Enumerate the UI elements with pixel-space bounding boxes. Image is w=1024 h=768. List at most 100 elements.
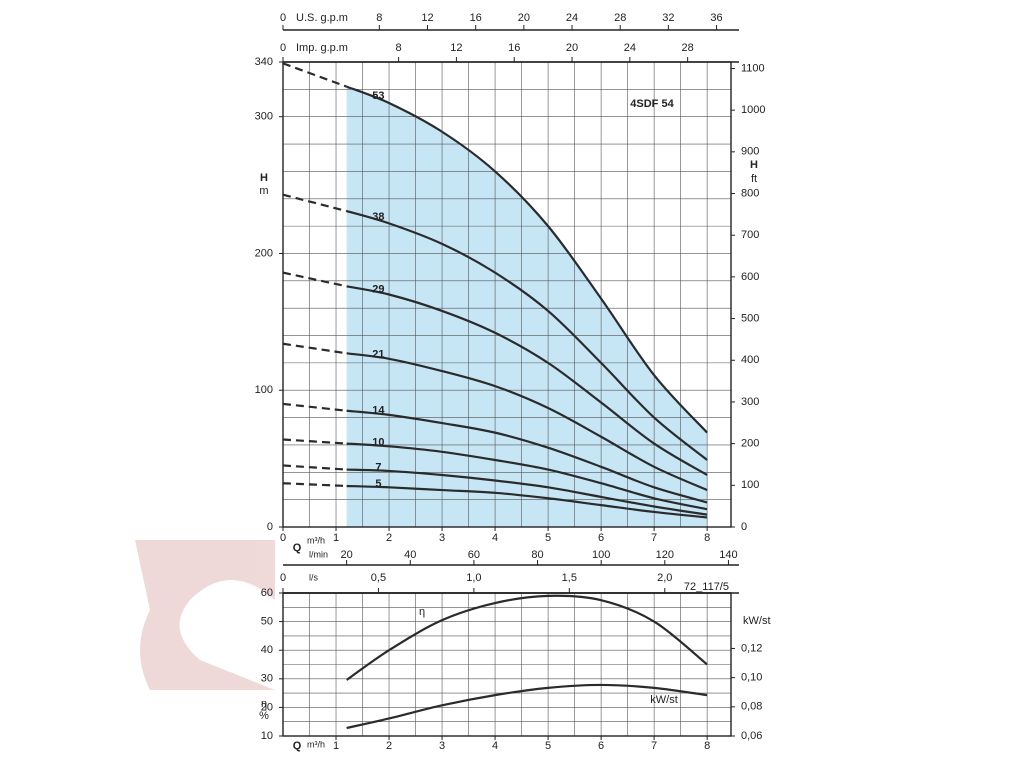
x-tick-label: 1 <box>333 740 339 752</box>
series-line <box>346 352 708 492</box>
series-label: 5 <box>375 478 381 490</box>
chart-note: 72_117/5 <box>684 581 729 593</box>
y2-axis-unit: ft <box>751 173 757 185</box>
secondary-axis-label: l/min <box>309 549 328 559</box>
x-tick-label: 7 <box>651 532 657 544</box>
series-label: 29 <box>372 283 384 295</box>
series-line <box>346 484 708 519</box>
series-label: 10 <box>372 437 384 449</box>
x-tick-label: 8 <box>704 532 710 544</box>
y-tick-label: 30 <box>261 673 273 685</box>
secondary-x-tick-label: 28 <box>614 12 626 24</box>
y2-axis-label: kW/st <box>743 615 771 627</box>
x-tick-label: 1 <box>333 532 339 544</box>
y-tick-label: 50 <box>261 616 273 628</box>
y2-tick-label: 800 <box>741 187 759 199</box>
series-label: 53 <box>372 90 384 102</box>
x-tick-label: 5 <box>545 740 551 752</box>
secondary-axis-label: l/s <box>309 572 319 582</box>
secondary-x-tick-label: 100 <box>592 549 610 561</box>
series-line <box>282 62 347 88</box>
secondary-x-tick-label: 20 <box>566 42 578 54</box>
x-tick-label: 2 <box>386 740 392 752</box>
y-axis-unit: m <box>259 185 268 197</box>
secondary-x-tick-label: 2,0 <box>657 572 672 584</box>
y-tick-label: 100 <box>255 384 273 396</box>
series-line <box>345 594 708 681</box>
x-axis-label: Q <box>293 740 302 752</box>
series-line <box>282 482 347 488</box>
secondary-x-tick-label: 40 <box>404 549 416 561</box>
series-line <box>282 271 347 288</box>
y-tick-label: 340 <box>255 56 273 68</box>
operating-region <box>346 86 708 527</box>
series-line <box>282 342 347 355</box>
x-axis-unit: m³/h <box>307 535 325 545</box>
y2-tick-label: 0,08 <box>741 701 762 713</box>
secondary-x-tick-label: 80 <box>531 549 543 561</box>
series-line <box>346 285 708 476</box>
secondary-x-tick-label: 8 <box>376 12 382 24</box>
chart-0: 0100200300340010020030040050060070080090… <box>255 12 765 594</box>
secondary-x-tick-label: 24 <box>624 42 636 54</box>
chart-1: 10 20 30 40 50 60 0,06 0,08 0,10 0,12 1 2 3 4 5 6 7 8 Q m³/… <box>259 581 770 752</box>
y-axis-label: η <box>261 698 267 710</box>
chart-title: 4SDF 54 <box>630 98 674 110</box>
y2-tick-label: 500 <box>741 312 759 324</box>
y2-tick-label: 1100 <box>741 62 765 74</box>
series-line <box>346 210 708 461</box>
secondary-axis-label: U.S. g.p.m <box>296 12 348 24</box>
secondary-x-tick-label: 0 <box>280 12 286 24</box>
series-label: 14 <box>372 405 385 417</box>
y2-axis-label: H <box>750 159 758 171</box>
series-label: 7 <box>375 461 381 473</box>
x-axis-unit: m³/h <box>307 739 325 749</box>
secondary-x-tick-label: 0 <box>280 42 286 54</box>
y-tick-label: 200 <box>255 247 273 259</box>
secondary-x-tick-label: 120 <box>656 549 674 561</box>
series-label: 38 <box>372 211 384 223</box>
y2-tick-label: 0 <box>741 521 747 533</box>
series-line <box>282 438 347 445</box>
secondary-x-tick-label: 1,0 <box>466 572 481 584</box>
secondary-x-tick-label: 28 <box>682 42 694 54</box>
secondary-x-tick-label: 60 <box>468 549 480 561</box>
secondary-x-tick-label: 12 <box>450 42 462 54</box>
series-line <box>346 442 708 511</box>
secondary-x-tick-label: 20 <box>518 12 530 24</box>
y2-tick-label: 900 <box>741 146 759 158</box>
series-label: kW/st <box>650 694 678 706</box>
secondary-x-tick-label: 8 <box>396 42 402 54</box>
x-axis-label: Q <box>293 542 302 554</box>
y2-tick-label: 100 <box>741 479 759 491</box>
y-tick-label: 10 <box>261 730 273 742</box>
y2-tick-label: 400 <box>741 354 759 366</box>
secondary-x-tick-label: 36 <box>710 12 722 24</box>
secondary-x-tick-label: 140 <box>719 549 737 561</box>
y-tick-label: 300 <box>255 111 273 123</box>
y2-tick-label: 200 <box>741 438 759 450</box>
secondary-x-tick-label: 0,5 <box>371 572 386 584</box>
y-tick-label: 40 <box>261 644 273 656</box>
x-tick-label: 6 <box>598 532 604 544</box>
x-tick-label: 3 <box>439 740 445 752</box>
secondary-axis-label: Imp. g.p.m <box>296 42 348 54</box>
secondary-x-tick-label: 16 <box>508 42 520 54</box>
series-line <box>282 193 347 213</box>
secondary-x-tick-label: 1,5 <box>562 572 577 584</box>
secondary-x-tick-label: 32 <box>662 12 674 24</box>
y-tick-label: 60 <box>261 587 273 599</box>
x-tick-label: 5 <box>545 532 551 544</box>
y2-tick-label: 600 <box>741 271 759 283</box>
x-tick-label: 6 <box>598 740 604 752</box>
y2-tick-label: 0,06 <box>741 730 762 742</box>
secondary-x-tick-label: 16 <box>470 12 482 24</box>
x-tick-label: 0 <box>280 532 286 544</box>
secondary-x-tick-label: 24 <box>566 12 578 24</box>
y2-tick-label: 700 <box>741 229 759 241</box>
x-tick-label: 2 <box>386 532 392 544</box>
series-line <box>346 683 708 730</box>
logo-watermark <box>135 540 275 690</box>
y-axis-unit: % <box>259 710 269 722</box>
y-tick-label: 20 <box>261 701 273 713</box>
